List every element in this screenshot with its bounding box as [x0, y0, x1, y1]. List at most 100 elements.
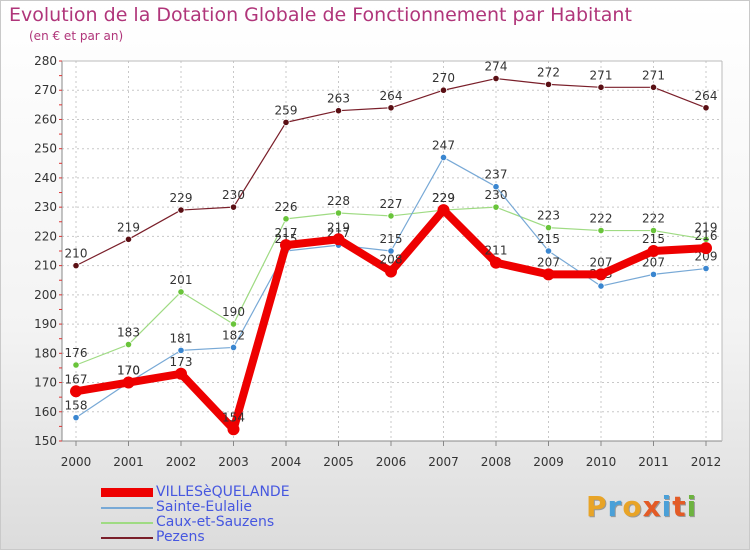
x-tick-label: 2004 [271, 455, 302, 469]
data-point-sainte-eulalie [439, 153, 448, 162]
data-point-sainte-eulalie [177, 346, 185, 354]
data-label-sainte-eulalie: 158 [65, 399, 88, 413]
data-label-sainte-eulalie: 181 [170, 331, 193, 345]
data-label-caux-et-sauzens: 228 [327, 194, 350, 208]
data-point-caux-et-sauzens [334, 209, 343, 217]
y-tick-label: 250 [34, 142, 57, 156]
data-point-caux-et-sauzens [282, 215, 290, 223]
data-label-sainte-eulalie: 247 [432, 138, 455, 152]
data-point-caux-et-sauzens [544, 224, 553, 232]
data-label-caux-et-sauzens: 227 [380, 197, 403, 211]
data-point-caux-et-sauzens [72, 361, 80, 369]
data-label-pezens: 271 [642, 68, 665, 82]
x-tick-label: 2005 [323, 455, 354, 469]
data-label-villes-quelande: 208 [380, 252, 403, 266]
data-point-caux-et-sauzens [649, 226, 658, 235]
data-point-villes-quelande [122, 376, 135, 389]
data-point-sainte-eulalie [649, 270, 658, 278]
data-point-villes-quelande [385, 265, 397, 278]
logo-letter: t [672, 490, 687, 523]
data-label-villes-quelande: 207 [537, 255, 560, 269]
data-label-villes-quelande: 173 [170, 355, 193, 369]
data-label-villes-quelande: 217 [275, 226, 298, 240]
data-label-villes-quelande: 207 [590, 255, 613, 269]
logo-letter: i [686, 490, 698, 523]
data-label-pezens: 230 [222, 188, 245, 202]
data-label-villes-quelande: 216 [695, 229, 718, 243]
data-label-pezens: 274 [485, 60, 508, 74]
x-tick-label: 2000 [61, 455, 92, 469]
data-label-villes-quelande: 170 [117, 364, 140, 378]
legend-label: Pezens [156, 529, 205, 545]
data-point-pezens [229, 203, 238, 211]
x-tick-label: 2012 [691, 455, 722, 469]
y-tick-label: 270 [34, 83, 57, 97]
data-point-caux-et-sauzens [177, 288, 185, 296]
data-label-villes-quelande: 215 [642, 232, 665, 246]
data-label-villes-quelande: 211 [485, 244, 508, 258]
data-point-villes-quelande [647, 245, 660, 257]
y-tick-label: 190 [34, 317, 57, 331]
legend-label: Caux-et-Sauzens [156, 514, 275, 530]
data-label-caux-et-sauzens: 176 [65, 346, 88, 360]
data-point-caux-et-sauzens [229, 320, 238, 328]
data-point-pezens [439, 86, 448, 94]
x-tick-label: 2009 [533, 455, 564, 469]
y-tick-label: 200 [34, 288, 57, 302]
data-label-pezens: 210 [65, 247, 88, 261]
data-point-pezens [649, 83, 658, 91]
data-label-sainte-eulalie: 182 [222, 328, 245, 342]
legend-swatch-caux-et-sauzens [101, 522, 153, 524]
chart-subtitle: (en € et par an) [29, 29, 124, 43]
data-point-sainte-eulalie [492, 183, 500, 191]
data-point-villes-quelande [227, 423, 240, 436]
legend-label: VILLESèQUELANDE [156, 484, 290, 500]
x-tick-label: 2011 [638, 455, 669, 469]
data-label-caux-et-sauzens: 222 [590, 212, 613, 226]
data-point-villes-quelande [70, 385, 82, 398]
x-tick-label: 2008 [481, 455, 512, 469]
data-point-villes-quelande [332, 233, 345, 246]
x-tick-label: 2007 [428, 455, 459, 469]
data-label-pezens: 264 [695, 89, 718, 103]
data-label-pezens: 219 [117, 220, 140, 234]
y-tick-label: 280 [34, 54, 57, 68]
data-label-pezens: 264 [380, 89, 403, 103]
data-label-caux-et-sauzens: 230 [485, 188, 508, 202]
data-label-sainte-eulalie: 170 [117, 364, 140, 378]
data-label-caux-et-sauzens: 223 [537, 209, 560, 223]
x-tick-label: 2010 [586, 455, 617, 469]
data-label-villes-quelande: 219 [327, 220, 350, 234]
data-label-caux-et-sauzens: 219 [695, 220, 718, 234]
data-point-sainte-eulalie [544, 247, 553, 255]
data-point-pezens [72, 262, 80, 270]
logo-letter: P [586, 490, 608, 523]
y-tick-label: 170 [34, 376, 57, 390]
data-label-pezens: 272 [537, 65, 560, 79]
y-tick-label: 260 [34, 112, 57, 126]
data-label-sainte-eulalie: 237 [485, 168, 508, 182]
y-tick-label: 180 [34, 346, 57, 360]
data-label-villes-quelande: 154 [222, 410, 245, 424]
data-point-villes-quelande [280, 239, 292, 252]
x-tick-label: 2003 [218, 455, 249, 469]
data-label-sainte-eulalie: 209 [695, 250, 718, 264]
y-tick-label: 150 [34, 434, 57, 448]
data-point-pezens [597, 83, 605, 91]
legend-swatch-sainte-eulalie [101, 507, 153, 509]
y-tick-label: 230 [34, 200, 57, 214]
data-label-caux-et-sauzens: 222 [642, 212, 665, 226]
data-point-sainte-eulalie [597, 282, 605, 290]
legend-swatch-villesequelande [101, 488, 153, 497]
data-point-pezens [702, 104, 710, 112]
data-point-sainte-eulalie [387, 247, 395, 255]
logo-letter: i [661, 490, 673, 523]
y-tick-label: 220 [34, 229, 57, 243]
data-point-villes-quelande [542, 268, 555, 281]
data-label-pezens: 263 [327, 92, 350, 106]
y-tick-label: 210 [34, 259, 57, 273]
legend-swatch-pezens [101, 537, 153, 539]
data-label-pezens: 229 [170, 191, 193, 205]
data-point-pezens [282, 118, 290, 126]
